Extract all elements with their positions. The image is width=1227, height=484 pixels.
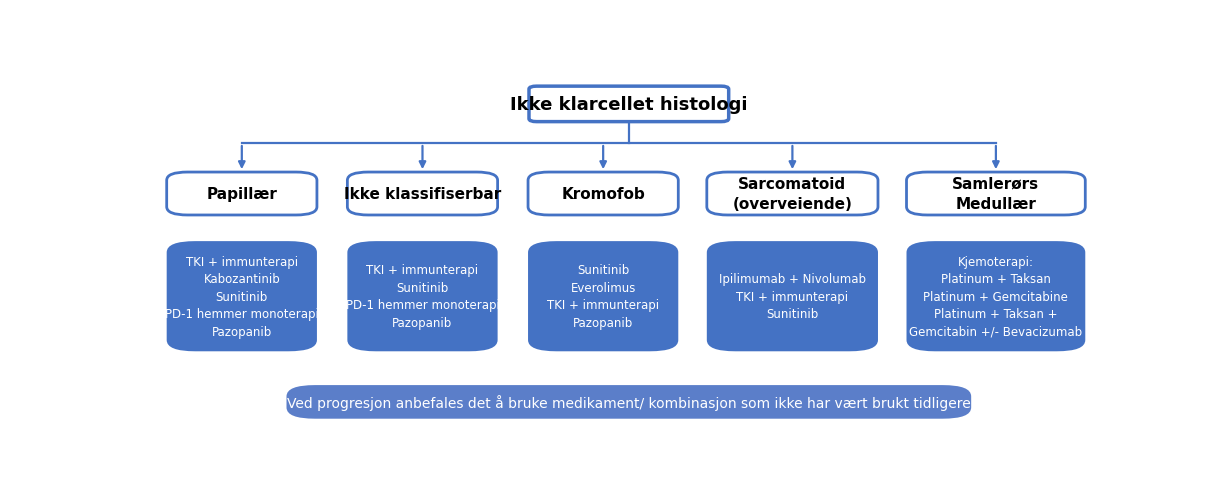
FancyBboxPatch shape xyxy=(529,87,729,122)
Text: Sarcomatoid
(overveiende): Sarcomatoid (overveiende) xyxy=(733,177,853,212)
FancyBboxPatch shape xyxy=(167,242,317,351)
FancyBboxPatch shape xyxy=(528,173,679,215)
FancyBboxPatch shape xyxy=(286,385,971,419)
FancyBboxPatch shape xyxy=(347,242,498,351)
Text: Samlerørs
Medullær: Samlerørs Medullær xyxy=(952,177,1039,212)
FancyBboxPatch shape xyxy=(907,173,1085,215)
Text: Kjemoterapi:
Platinum + Taksan
Platinum + Gemcitabine
Platinum + Taksan +
Gemcit: Kjemoterapi: Platinum + Taksan Platinum … xyxy=(909,255,1082,338)
FancyBboxPatch shape xyxy=(907,242,1085,351)
Text: TKI + immunterapi
Sunitinib
PD-1 hemmer monoterapi
Pazopanib: TKI + immunterapi Sunitinib PD-1 hemmer … xyxy=(346,264,499,329)
FancyBboxPatch shape xyxy=(167,173,317,215)
Text: Ikke klassifiserbar: Ikke klassifiserbar xyxy=(344,187,501,202)
Text: Ved progresjon anbefales det å bruke medikament/ kombinasjon som ikke har vært b: Ved progresjon anbefales det å bruke med… xyxy=(287,394,971,410)
Text: Ikke klarcellet histologi: Ikke klarcellet histologi xyxy=(510,96,747,114)
Text: TKI + immunterapi
Kabozantinib
Sunitinib
PD-1 hemmer monoterapi
Pazopanib: TKI + immunterapi Kabozantinib Sunitinib… xyxy=(164,255,319,338)
FancyBboxPatch shape xyxy=(528,242,679,351)
Text: Papillær: Papillær xyxy=(206,187,277,202)
FancyBboxPatch shape xyxy=(707,242,879,351)
Text: Sunitinib
Everolimus
TKI + immunterapi
Pazopanib: Sunitinib Everolimus TKI + immunterapi P… xyxy=(547,264,659,329)
Text: Ipilimumab + Nivolumab
TKI + immunterapi
Sunitinib: Ipilimumab + Nivolumab TKI + immunterapi… xyxy=(719,272,866,320)
Text: Kromofob: Kromofob xyxy=(561,187,645,202)
FancyBboxPatch shape xyxy=(347,173,498,215)
FancyBboxPatch shape xyxy=(707,173,879,215)
